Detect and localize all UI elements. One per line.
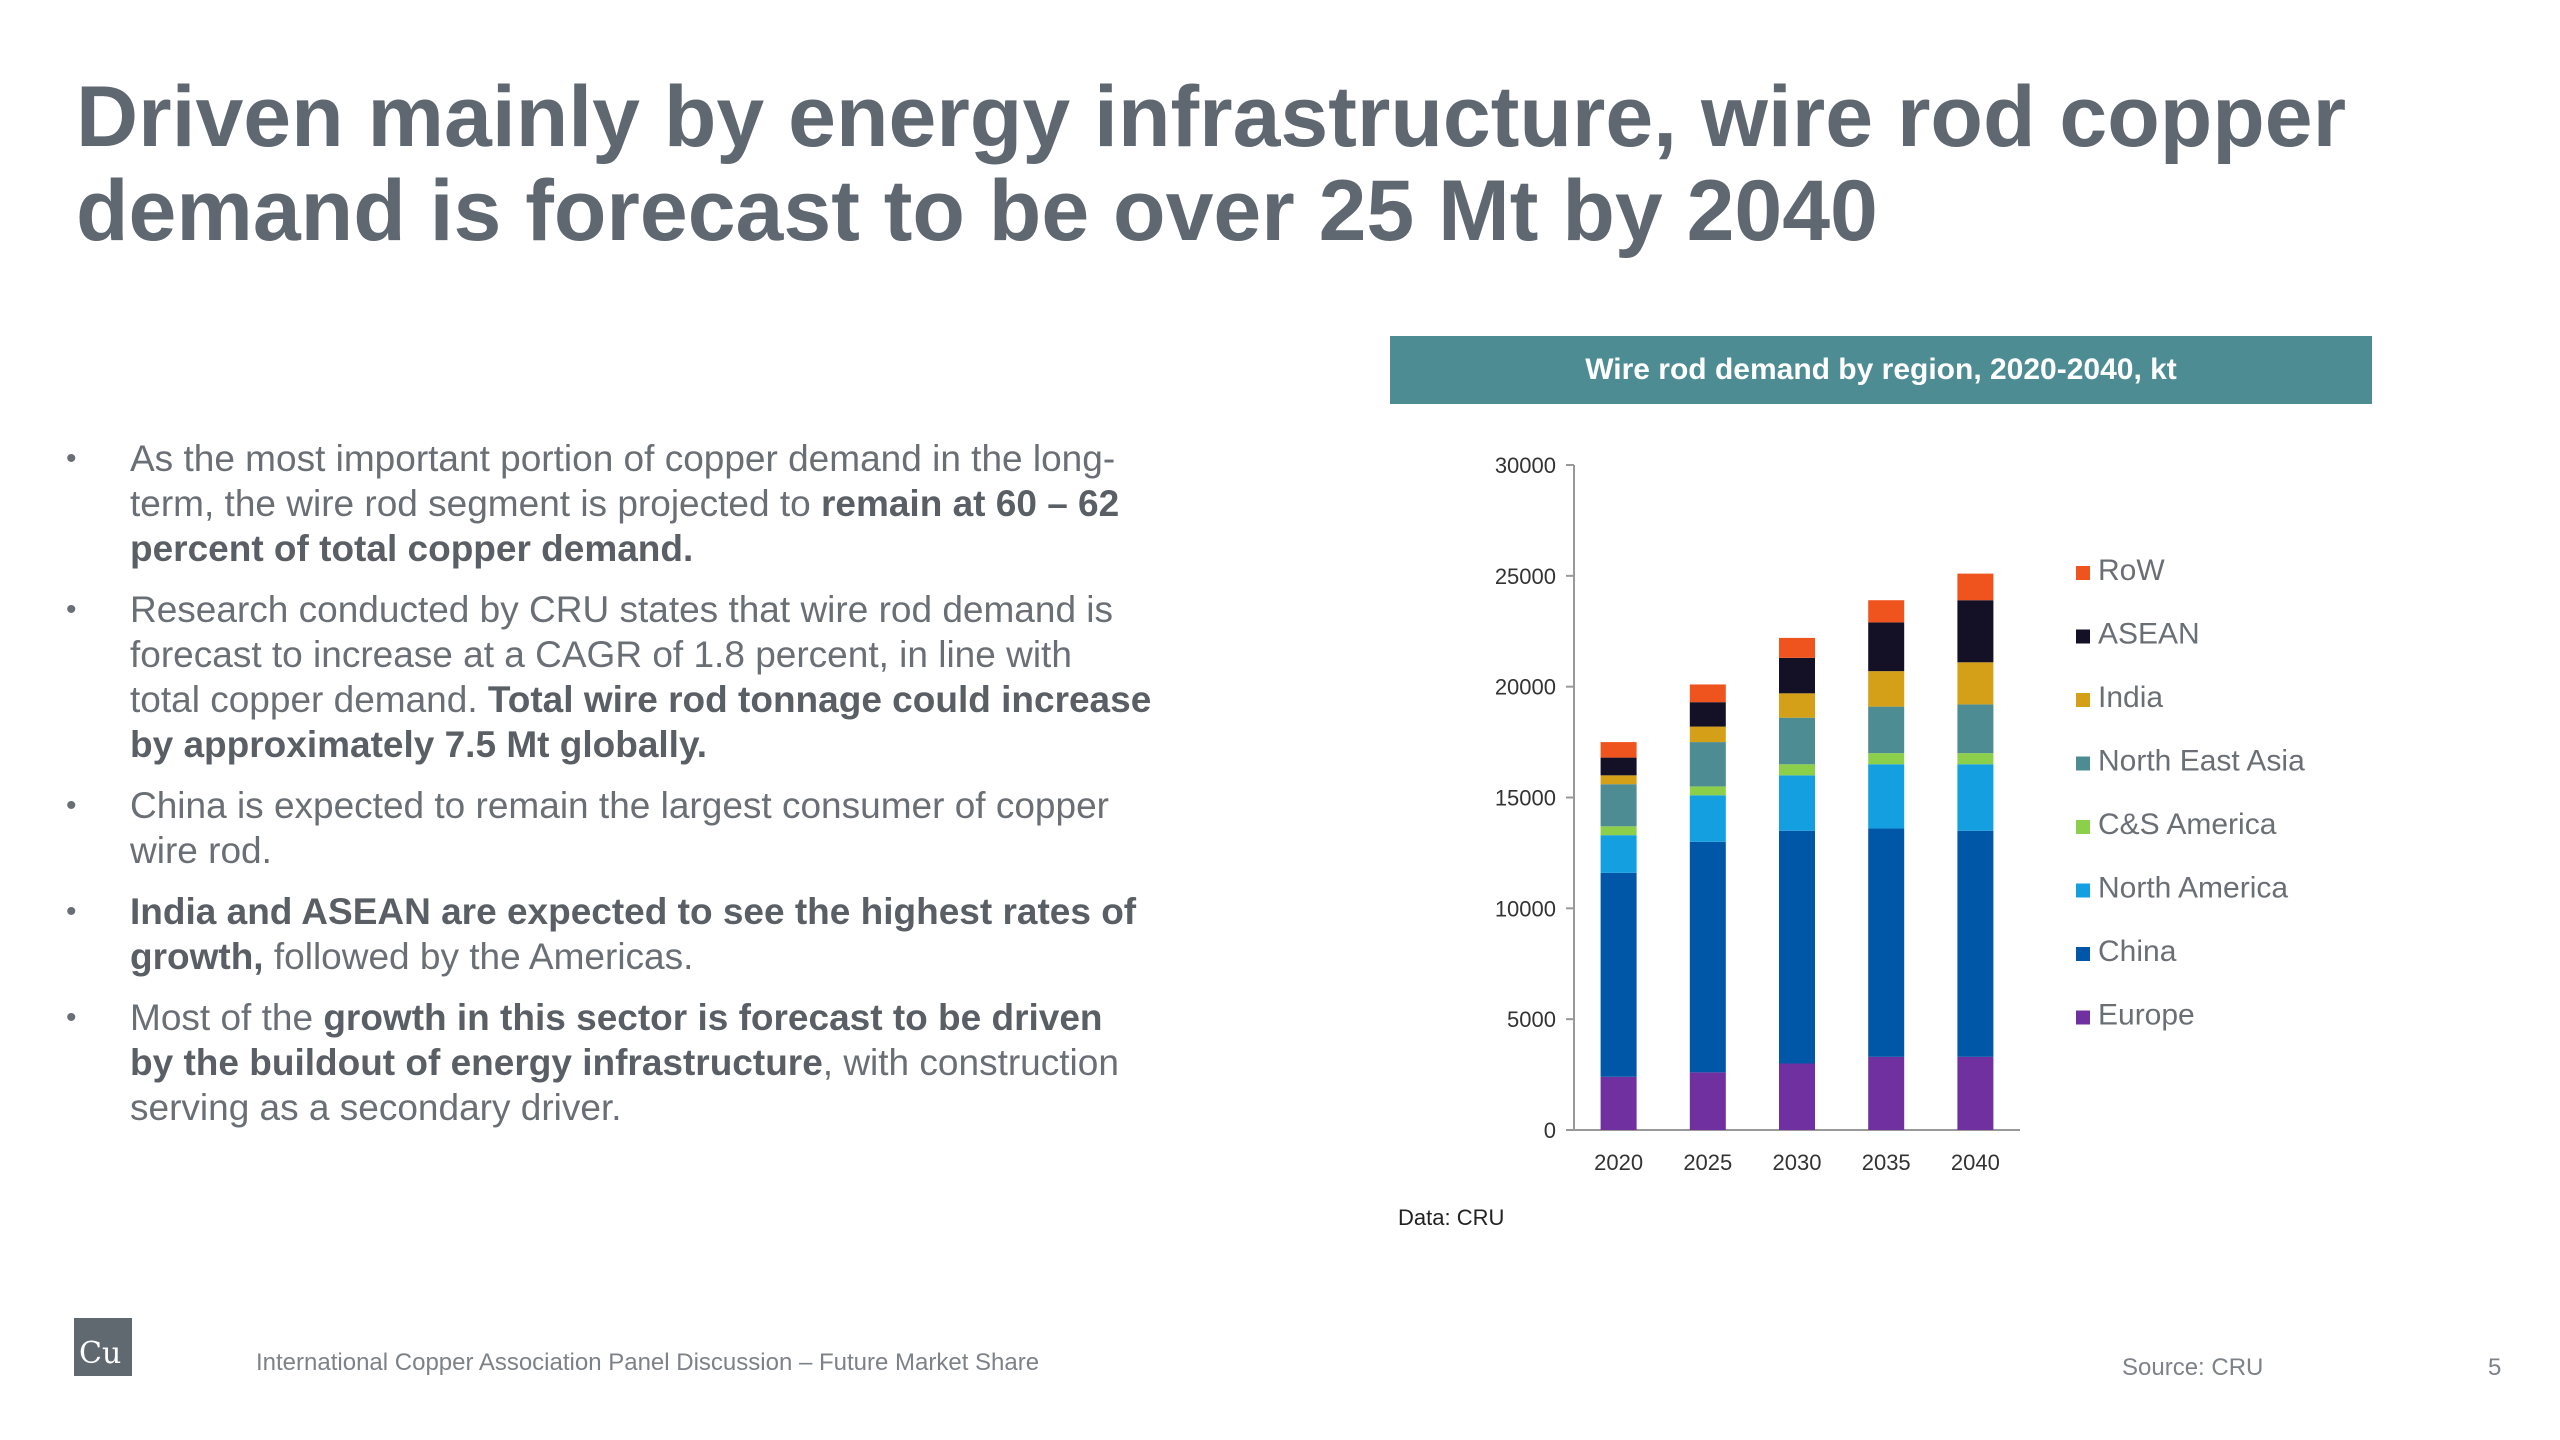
bullet-text: As the most important portion of copper … xyxy=(130,438,1116,524)
bullet-text: Most of the xyxy=(130,997,324,1038)
bullet-text-bold: India and ASEAN are expected to see the … xyxy=(130,891,1137,977)
data-note: Data: CRU xyxy=(1398,1205,1505,1230)
footer-text: International Copper Association Panel D… xyxy=(256,1349,1040,1376)
bar-segment-china xyxy=(1689,841,1726,1073)
bar-segment-row xyxy=(1868,600,1905,623)
bar-segment-europe xyxy=(1779,1063,1815,1130)
bullet-text: Research conducted by CRU states that wi… xyxy=(130,589,1114,720)
legend-label: C&S America xyxy=(2098,808,2277,841)
bullet-item: • China is expected to remain the largest… xyxy=(62,783,1152,873)
bullet-text: followed by the Americas. xyxy=(263,936,694,977)
legend-label: RoW xyxy=(2098,554,2165,587)
bar-segment-asean xyxy=(1779,657,1815,694)
y-tick-label: 15000 xyxy=(1495,786,1556,811)
bar-segment-asean xyxy=(1689,702,1726,727)
legend-label: Europe xyxy=(2098,999,2195,1032)
bullet-text-bold: Total wire rod tonnage could increase by… xyxy=(130,679,1152,765)
bar-segment-india xyxy=(1868,671,1905,707)
bullet-marker: • xyxy=(66,442,77,475)
legend-label: North East Asia xyxy=(2098,745,2305,778)
bullet-marker: • xyxy=(66,789,77,822)
bullet-item: • India and ASEAN are expected to see the… xyxy=(62,889,1152,979)
bar-segment-asean xyxy=(1600,757,1637,776)
bullet-text-bold: growth in this sector is forecast to be … xyxy=(130,997,1103,1083)
bar-segment-north-america xyxy=(1689,795,1726,842)
bar-segment-asean xyxy=(1957,600,1994,663)
bar-segment-china xyxy=(1600,872,1637,1077)
title-line-1: Driven mainly by energy infrastructure, … xyxy=(76,69,2347,165)
title-line-2: demand is forecast to be over 25 Mt by 2… xyxy=(76,163,1878,259)
bar-segment-row xyxy=(1779,637,1815,658)
legend-label: India xyxy=(2098,681,2163,714)
stacked-bar-chart: 0 5000 10000 15000 20000 25000 30000 2020 2025 20… xyxy=(1495,453,2305,1175)
bullet-item: • As the most important portion of copper… xyxy=(62,436,1152,571)
bullet-text: China is expected to remain the largest … xyxy=(130,785,1109,871)
bar-segment-north-america xyxy=(1957,764,1994,831)
source-note: Source: CRU xyxy=(2122,1354,2264,1381)
slide-title: Driven mainly by energy infrastructure, … xyxy=(76,70,2496,258)
bar-segment-c-s-america xyxy=(1957,753,1994,765)
legend-swatch xyxy=(2076,629,2090,644)
x-tick-label: 2035 xyxy=(1862,1150,1911,1175)
bar-segment-europe xyxy=(1689,1072,1726,1130)
x-tick-label: 2040 xyxy=(1951,1150,2000,1175)
y-tick-label: 0 xyxy=(1544,1118,1556,1143)
bar-segment-north-america xyxy=(1600,835,1637,873)
y-tick-label: 20000 xyxy=(1495,675,1556,700)
bar-segment-china xyxy=(1868,828,1905,1057)
page-number: 5 xyxy=(2488,1354,2502,1381)
bullet-list: • As the most important portion of copper… xyxy=(62,436,1152,1146)
legend-swatch xyxy=(2076,1010,2090,1025)
x-tick-label: 2020 xyxy=(1594,1150,1643,1175)
bar-segment-north-east-asia xyxy=(1600,784,1637,827)
x-tick-label: 2030 xyxy=(1773,1150,1822,1175)
bar-segment-row xyxy=(1689,684,1726,703)
bullet-text-bold: remain at 60 – 62 percent of total coppe… xyxy=(130,483,1120,569)
bar-segment-asean xyxy=(1868,622,1905,672)
bullet-text: , with construction serving as a seconda… xyxy=(130,1042,1119,1128)
y-tick-label: 5000 xyxy=(1507,1007,1556,1032)
bar-segment-c-s-america xyxy=(1868,753,1905,765)
bar-segment-c-s-america xyxy=(1779,764,1815,776)
bar-segment-row xyxy=(1600,742,1637,758)
legend-label: North America xyxy=(2098,872,2288,905)
bar-segment-north-east-asia xyxy=(1957,704,1994,754)
y-tick-label: 30000 xyxy=(1495,453,1556,478)
bar-segment-north-east-asia xyxy=(1779,717,1815,765)
legend-swatch xyxy=(2076,883,2090,898)
bar-segment-india xyxy=(1689,726,1726,743)
bullet-item: • Most of the growth in this sector is fo… xyxy=(62,995,1152,1130)
bar-segment-c-s-america xyxy=(1600,826,1637,836)
bar-segment-north-america xyxy=(1868,764,1905,829)
bar-segment-c-s-america xyxy=(1689,786,1726,796)
y-tick-label: 10000 xyxy=(1495,896,1556,921)
legend-swatch xyxy=(2076,947,2090,961)
legend-swatch xyxy=(2076,756,2090,771)
bullet-marker: • xyxy=(66,593,77,626)
bar-segment-europe xyxy=(1600,1076,1637,1130)
bar-segment-north-america xyxy=(1779,775,1815,831)
bar-segment-north-east-asia xyxy=(1868,706,1905,754)
legend-swatch xyxy=(2076,566,2090,580)
bar-segment-china xyxy=(1779,830,1815,1064)
legend-label: ASEAN xyxy=(2098,618,2200,651)
legend-swatch xyxy=(2076,693,2090,707)
bar-segment-row xyxy=(1957,573,1994,601)
bullet-item: • Research conducted by CRU states that w… xyxy=(62,587,1152,767)
bar-segment-europe xyxy=(1868,1056,1905,1130)
legend-swatch xyxy=(2076,820,2090,834)
bar-segment-north-east-asia xyxy=(1689,742,1726,787)
y-tick-label: 25000 xyxy=(1495,564,1556,589)
bar-segment-china xyxy=(1957,830,1994,1057)
chart-title: Wire rod demand by region, 2020-2040, kt xyxy=(1390,336,2372,404)
bullet-marker: • xyxy=(66,895,77,928)
bar-segment-india xyxy=(1600,775,1637,785)
legend-label: China xyxy=(2098,935,2177,968)
cu-logo: Cu xyxy=(74,1318,132,1376)
bar-segment-india xyxy=(1779,693,1815,718)
x-tick-label: 2025 xyxy=(1683,1150,1732,1175)
bar-segment-india xyxy=(1957,662,1994,705)
bar-segment-europe xyxy=(1957,1056,1994,1130)
bullet-marker: • xyxy=(66,1001,77,1034)
